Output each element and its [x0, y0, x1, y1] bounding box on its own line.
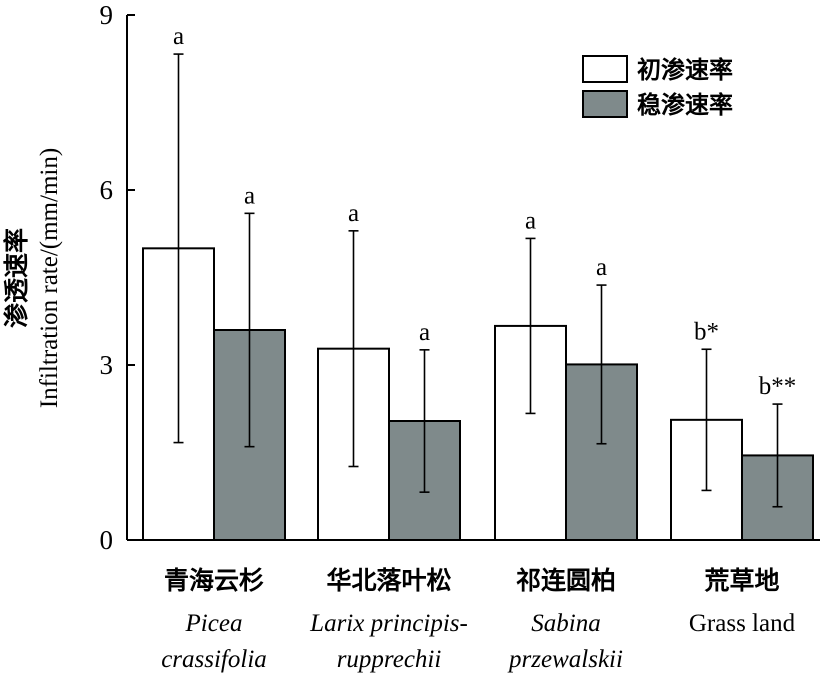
y-tick-label: 3: [100, 350, 114, 380]
category-label-latin: Picea: [185, 610, 243, 637]
category-label-latin: rupprechii: [337, 646, 442, 673]
category-label-latin: Larix principis-: [309, 610, 468, 637]
bars: [142, 247, 814, 542]
x-axis-labels: 青海云杉 Picea crassifolia 华北落叶松 Larix principis…: [161, 566, 795, 673]
error-bars: [173, 53, 783, 508]
category-label-cn: 青海云杉: [164, 566, 264, 595]
legend-swatch: [582, 55, 628, 83]
significance-labels: a a a a a a b* b**: [173, 23, 796, 400]
significance-label: a: [173, 23, 184, 50]
category-label-cn: 华北落叶松: [326, 566, 451, 595]
legend-swatch: [582, 90, 628, 118]
significance-label: a: [348, 200, 359, 227]
y-axis-title-en: Infiltration rate/(mm/min): [36, 148, 63, 408]
category-label-latin: przewalskii: [507, 646, 623, 673]
category-label-latin: crassifolia: [161, 646, 267, 673]
significance-label: b*: [694, 318, 719, 345]
y-axis-title: 渗透速率 Infiltration rate/(mm/min): [2, 148, 63, 408]
significance-label: a: [596, 254, 607, 281]
category-label-latin: Sabina: [531, 610, 600, 637]
significance-label: a: [419, 319, 430, 346]
significance-label: a: [244, 182, 255, 209]
category-label-cn: 荒草地: [704, 566, 779, 595]
y-axis-title-cn: 渗透速率: [2, 228, 31, 328]
legend-label: 初渗速率: [637, 56, 733, 84]
legend-label: 稳渗速率: [637, 91, 733, 119]
y-tick-label: 0: [100, 525, 114, 555]
significance-label: b**: [759, 373, 797, 400]
significance-label: a: [525, 207, 536, 234]
y-tick-label: 9: [100, 0, 114, 30]
y-tick-label: 6: [100, 175, 114, 205]
category-label-cn: 祁连圆柏: [516, 566, 616, 595]
category-label-latin: Grass land: [689, 610, 796, 637]
